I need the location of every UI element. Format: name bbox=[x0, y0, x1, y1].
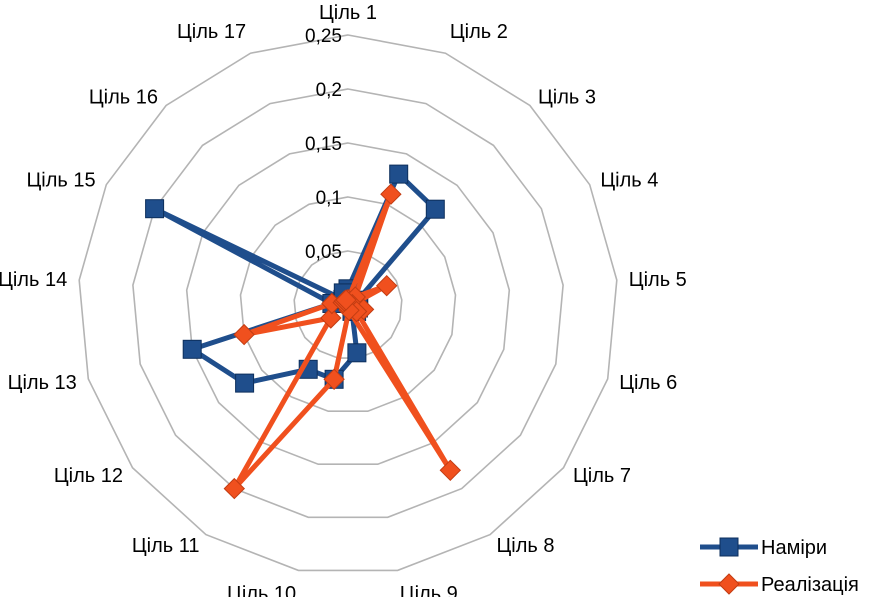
category-label: Ціль 1 bbox=[319, 2, 377, 24]
r-tick-label: 0,15 bbox=[305, 134, 342, 155]
r-tick-label: 0,2 bbox=[316, 80, 342, 101]
category-label: Ціль 6 bbox=[619, 372, 677, 394]
square-marker bbox=[145, 199, 165, 219]
legend-item: Наміри bbox=[700, 537, 827, 559]
category-label: Ціль 5 bbox=[629, 269, 687, 291]
legend: Наміри Реалізація bbox=[700, 537, 859, 596]
series-line bbox=[152, 171, 438, 386]
series-2 bbox=[223, 183, 462, 500]
square-marker bbox=[719, 537, 739, 557]
diamond-marker bbox=[223, 477, 246, 500]
grid-ring bbox=[78, 34, 618, 572]
diamond-marker bbox=[375, 274, 398, 297]
legend-label: Реалізація bbox=[761, 574, 859, 596]
diamond-marker bbox=[380, 183, 402, 205]
category-label: Ціль 11 bbox=[132, 535, 200, 557]
r-tick-label: 0,1 bbox=[316, 188, 342, 209]
category-labels: Ціль 1 Ціль 2 Ціль 3 Ціль 4 Ціль 5 Ціль 6 Ціль… bbox=[0, 2, 687, 597]
r-tick-label: 0,05 bbox=[305, 242, 342, 263]
category-label: Ціль 9 bbox=[400, 583, 458, 597]
category-label: Ціль 7 bbox=[573, 465, 631, 487]
diamond-marker bbox=[439, 459, 462, 482]
square-marker bbox=[347, 343, 367, 363]
series-layer bbox=[145, 164, 462, 500]
radar-grid bbox=[78, 34, 618, 572]
category-label: Ціль 14 bbox=[0, 269, 67, 291]
category-label: Ціль 4 bbox=[600, 169, 658, 191]
square-marker bbox=[182, 339, 202, 359]
diamond-marker bbox=[233, 323, 255, 346]
grid-ring bbox=[132, 88, 564, 519]
square-marker bbox=[235, 373, 255, 393]
category-label: Ціль 2 bbox=[450, 21, 508, 43]
category-label: Ціль 3 bbox=[538, 87, 596, 109]
r-tick-label: 0,25 bbox=[305, 26, 342, 47]
category-label: Ціль 15 bbox=[26, 169, 95, 191]
radial-tick-labels: 00,050,10,150,20,25 bbox=[305, 26, 342, 317]
diamond-marker bbox=[718, 573, 740, 595]
square-marker bbox=[425, 199, 445, 219]
grid-ring bbox=[239, 196, 457, 413]
category-label: Ціль 8 bbox=[497, 535, 555, 557]
legend-label: Наміри bbox=[761, 537, 827, 559]
category-label: Ціль 17 bbox=[177, 21, 246, 43]
diamond-marker bbox=[335, 289, 357, 311]
diamond-marker bbox=[320, 307, 342, 329]
category-label: Ціль 16 bbox=[89, 87, 158, 109]
square-marker bbox=[389, 164, 409, 184]
diamond-marker bbox=[323, 368, 345, 391]
grid-ring bbox=[185, 142, 511, 466]
legend-item: Реалізація bbox=[700, 573, 859, 596]
category-label: Ціль 13 bbox=[8, 372, 77, 394]
category-label: Ціль 12 bbox=[54, 465, 123, 487]
category-label: Ціль 10 bbox=[227, 583, 296, 597]
